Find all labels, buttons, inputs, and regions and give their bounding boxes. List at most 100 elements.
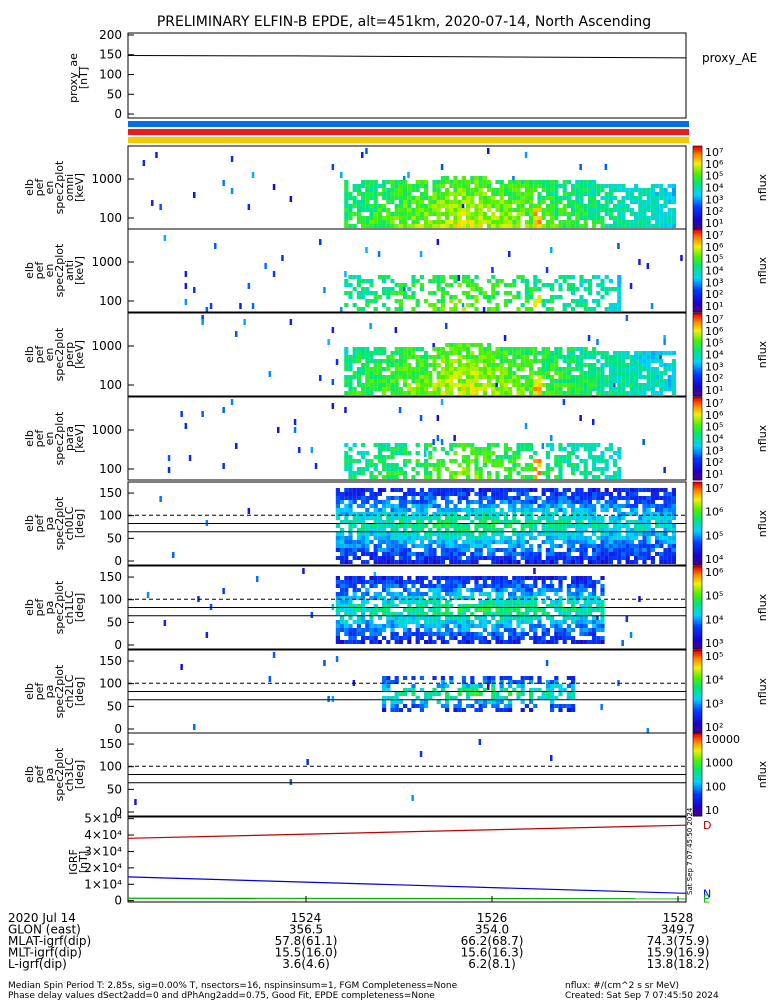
energy-omni-cell: [348, 208, 353, 212]
pa-ch0-cell: [617, 552, 622, 556]
energy-perp-cell: [407, 383, 412, 387]
energy-omni-cell: [621, 200, 626, 204]
energy-para-colorbar-segment: [693, 459, 702, 462]
energy-omni-cell: [403, 180, 408, 184]
energy-omni-cell: [344, 180, 349, 184]
energy-omni-cell: [445, 192, 450, 196]
pa-ch0-cell: [520, 512, 525, 516]
pa-ch0-cell: [659, 512, 664, 516]
energy-para-cell: [386, 463, 391, 467]
energy-para-cell: [424, 463, 429, 467]
pa-ch0-cell: [583, 540, 588, 544]
pa-ch0-cell: [650, 488, 655, 492]
energy-para-cell: [377, 455, 382, 459]
energy-anti-cell: [512, 283, 517, 287]
pa-ch0-cell: [646, 508, 651, 512]
pa-ch0-cell: [335, 496, 340, 500]
energy-para-colorbar-segment: [693, 421, 702, 425]
energy-perp-cell: [566, 359, 571, 363]
pa-ch1-cell: [566, 600, 571, 604]
energy-anti-cell: [340, 307, 343, 313]
energy-para-cell: [608, 455, 613, 459]
pa-ch1-cell: [596, 580, 601, 584]
energy-perp-cell: [369, 375, 374, 379]
energy-perp-cell: [419, 363, 424, 367]
pa-ch1-cell: [554, 576, 559, 580]
pa-ch1-cell: [340, 640, 345, 644]
pa-ch0-cell: [579, 516, 584, 520]
pa-ch0-cell: [495, 492, 500, 496]
energy-para-cell: [474, 455, 479, 459]
energy-anti-cell: [377, 295, 382, 299]
pa-ch2-cell: [461, 688, 466, 692]
energy-perp-cell: [398, 359, 403, 363]
pa-ch0-cell: [478, 500, 483, 504]
pa-ch0-cell: [373, 512, 378, 516]
pa-ch1-cell: [461, 624, 466, 628]
energy-para-cell: [440, 439, 444, 445]
energy-anti-cell: [524, 295, 529, 299]
energy-anti-cell: [163, 235, 167, 241]
energy-omni-cell: [474, 216, 479, 220]
energy-omni-cell: [432, 200, 437, 204]
pa-ch1-cell: [453, 596, 458, 600]
energy-omni-cell: [470, 192, 475, 196]
pa-ch0-cell: [361, 512, 366, 516]
pa-ch2-cell: [428, 692, 433, 696]
pa-ch1-cell: [373, 636, 378, 640]
pa-ch0-cell: [398, 548, 403, 552]
pa-ch1-cell: [344, 596, 349, 600]
energy-omni-cell: [457, 188, 462, 192]
pa-ch2-cell: [407, 688, 412, 692]
energy-omni-cell: [474, 176, 479, 180]
energy-anti-cell: [361, 295, 366, 299]
pa-ch1-cell: [457, 604, 462, 608]
pa-ch0-cell: [516, 536, 521, 540]
pa-ch0-cell: [382, 540, 387, 544]
energy-perp-cell: [634, 371, 639, 375]
energy-perp-cell: [470, 379, 475, 383]
energy-para-cell: [592, 419, 595, 425]
energy-perp-cell: [394, 383, 399, 387]
energy-para-cell: [449, 475, 454, 479]
pa-ch1-cell: [571, 620, 576, 624]
energy-omni-cell: [495, 216, 500, 220]
energy-perp-cell: [457, 363, 462, 367]
pa-ch0-cell: [571, 504, 576, 508]
pa-ch0-cell: [613, 528, 618, 532]
energy-para-cell: [424, 467, 429, 471]
energy-para-colorbar-label: nflux: [756, 424, 769, 452]
pa-ch0-cell: [445, 536, 450, 540]
pa-ch1-cell: [415, 632, 420, 636]
pa-ch1-cell: [428, 584, 433, 588]
energy-omni-cell: [356, 192, 361, 196]
pa-ch2-cell: [482, 704, 487, 708]
ylabel-line: pa: [43, 517, 56, 531]
energy-perp-cell: [520, 363, 525, 367]
energy-perp-cell: [369, 391, 374, 395]
pa-ch0-cell: [562, 508, 567, 512]
energy-omni-cell: [361, 184, 366, 188]
pa-ch1-cell: [365, 600, 370, 604]
pa-ch0-cell: [403, 496, 408, 500]
pa-ch0-cell: [596, 544, 601, 548]
pa-ch0-cell: [340, 548, 345, 552]
pa-ch0-cell: [403, 544, 408, 548]
pa-ch0-cell: [361, 536, 366, 540]
pa-ch1-cell: [545, 616, 550, 620]
pa-ch1-cell: [365, 636, 370, 640]
pa-ch0-cell: [491, 520, 496, 524]
energy-omni-cell: [550, 224, 555, 228]
pa-ch0-cell: [457, 516, 462, 520]
ylabel-line: elb: [23, 599, 36, 616]
energy-omni-cell: [671, 208, 676, 212]
pa-ch0-cell: [508, 536, 513, 540]
energy-perp-cell: [529, 391, 534, 395]
energy-omni-cell: [604, 224, 609, 228]
pa-ch0-cell: [419, 504, 424, 508]
pa-ch1-cell: [495, 592, 500, 596]
energy-omni-cell: [537, 204, 542, 208]
energy-omni-cell: [419, 208, 424, 212]
energy-perp-cell: [571, 391, 576, 395]
energy-perp-cell: [503, 367, 508, 371]
